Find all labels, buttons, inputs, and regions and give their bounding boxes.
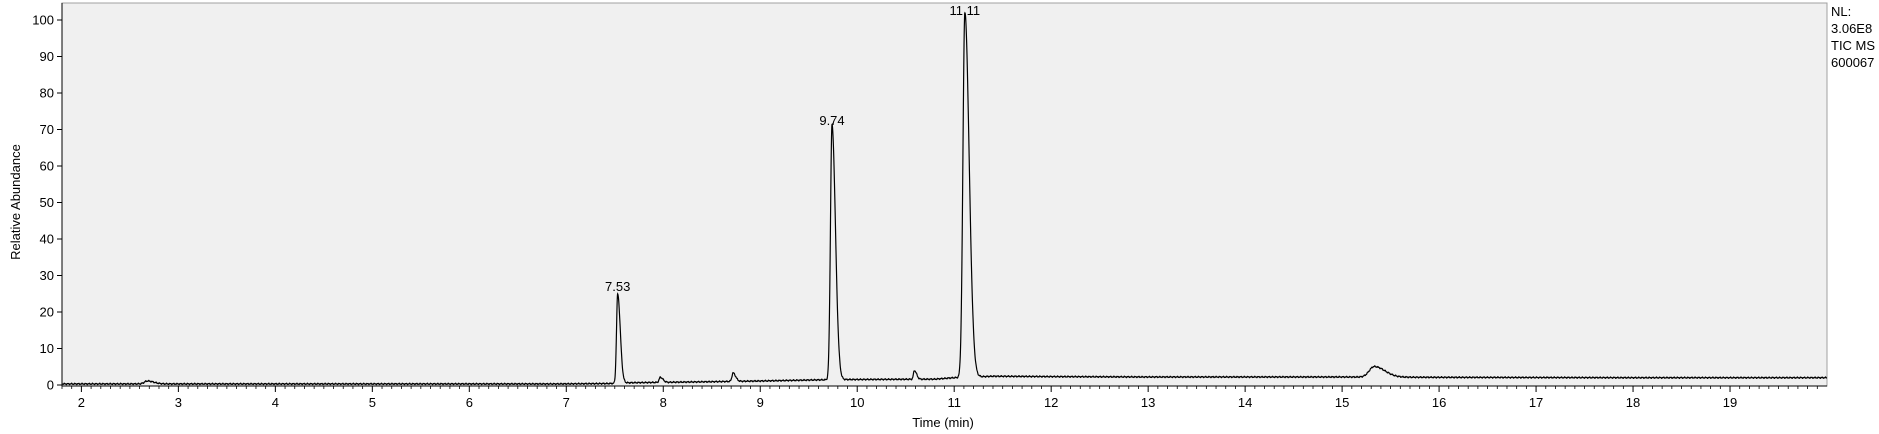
x-tick-label: 19 (1723, 395, 1737, 410)
y-tick-label: 20 (40, 305, 54, 320)
x-axis-ticks: 2 3 4 5 6 7 8 9 10 11 12 13 14 15 16 17 18 19 (61, 386, 1818, 410)
x-tick-label: 2 (78, 395, 85, 410)
x-tick-label: 11 (947, 395, 961, 410)
x-tick-label: 14 (1238, 395, 1252, 410)
y-tick-label: 90 (40, 49, 54, 64)
normalization-info: NL: 3.06E8 TIC MS 600067 (1831, 3, 1875, 71)
scan-id: 600067 (1831, 55, 1875, 70)
x-tick-label: 7 (563, 395, 570, 410)
x-tick-label: 9 (757, 395, 764, 410)
x-tick-label: 18 (1626, 395, 1640, 410)
x-tick-label: 16 (1432, 395, 1446, 410)
y-axis-ticks: 0 10 20 30 40 50 60 70 80 90 100 (32, 13, 62, 393)
plot-area (61, 2, 1828, 387)
nl-label: NL: (1831, 4, 1852, 19)
y-tick-label: 10 (40, 341, 54, 356)
y-tick-label: 50 (40, 195, 54, 210)
y-tick-label: 0 (47, 378, 54, 393)
x-tick-label: 15 (1335, 395, 1349, 410)
peak-label: 7.53 (605, 279, 630, 294)
x-tick-label: 5 (369, 395, 376, 410)
peak-label: 9.74 (819, 113, 844, 128)
y-tick-label: 80 (40, 86, 54, 101)
x-tick-label: 12 (1044, 395, 1058, 410)
x-tick-label: 10 (850, 395, 864, 410)
scan-filter: TIC MS (1831, 38, 1876, 53)
x-tick-label: 4 (272, 395, 279, 410)
x-tick-label: 3 (175, 395, 182, 410)
x-tick-label: 8 (660, 395, 667, 410)
x-tick-label: 6 (466, 395, 473, 410)
y-tick-label: 100 (32, 13, 54, 28)
y-tick-label: 40 (40, 232, 54, 247)
tic-trace-line (61, 11, 1828, 386)
y-tick-label: 70 (40, 122, 54, 137)
peak-label: 11.11 (950, 3, 981, 18)
y-tick-label: 30 (40, 268, 54, 283)
nl-value: 3.06E8 (1831, 21, 1873, 36)
peak-labels: 7.53 9.74 11.11 (605, 3, 980, 294)
y-tick-label: 60 (40, 159, 54, 174)
x-axis-label: Time (min) (912, 415, 974, 430)
x-tick-label: 13 (1141, 395, 1155, 410)
y-axis-label: Relative Abundance (8, 144, 23, 260)
x-tick-label: 17 (1529, 395, 1543, 410)
